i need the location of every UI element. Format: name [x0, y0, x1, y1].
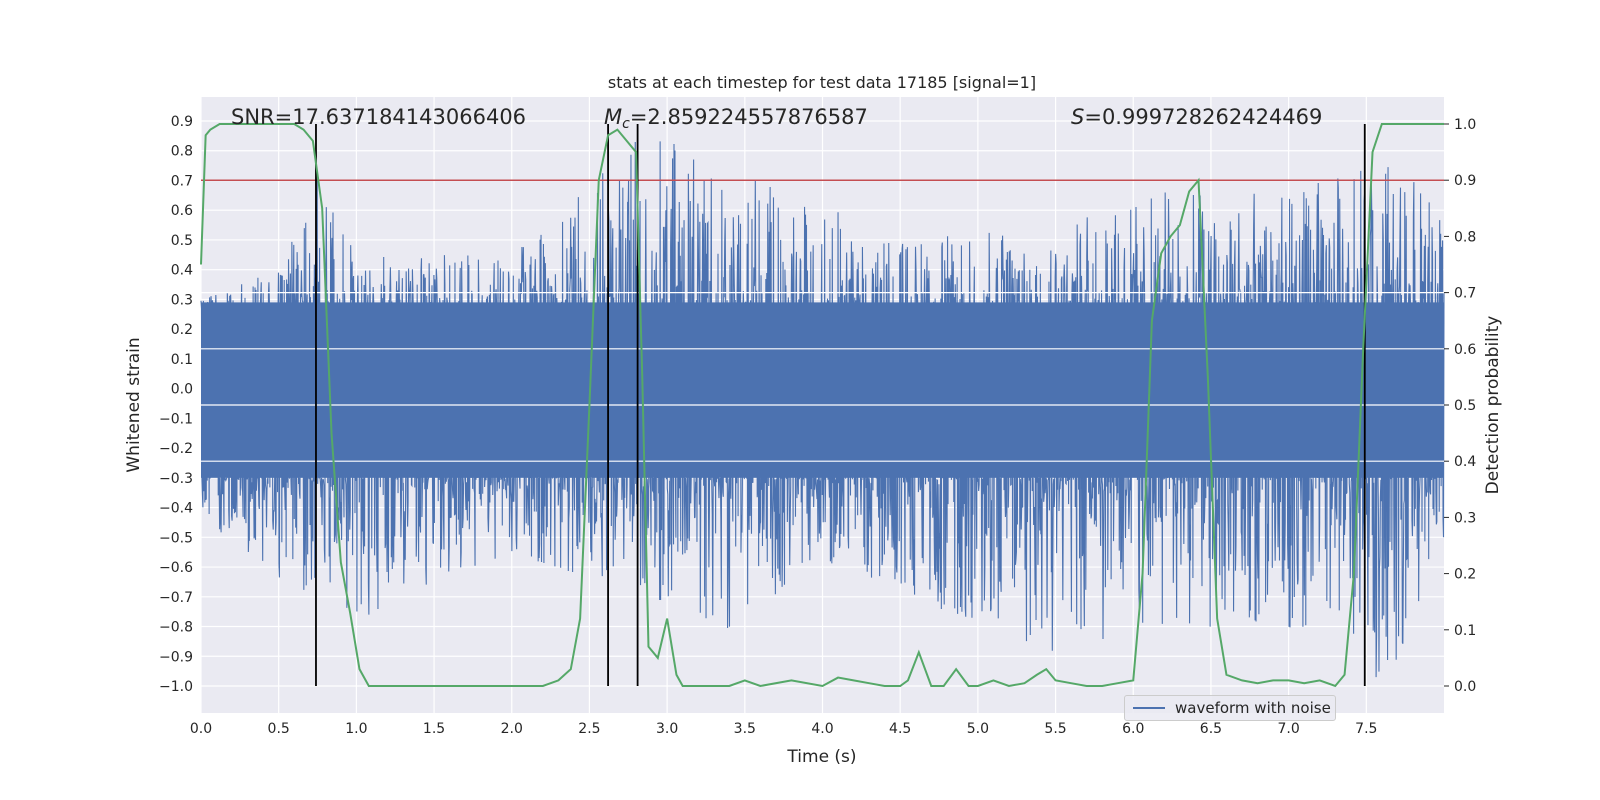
score-annotation: S=0.999728262424469	[1071, 105, 1322, 129]
y-tick-label: 0.4	[171, 263, 193, 279]
probability-series	[200, 123, 1444, 688]
x-tick-label: 4.0	[811, 721, 833, 737]
y-tick-label: −0.3	[159, 471, 193, 487]
y-tick-label: 0.1	[171, 352, 193, 368]
y-right-tick-label: 0.0	[1454, 679, 1476, 695]
legend-swatch-waveform	[1133, 707, 1165, 709]
y-tick-label: 0.0	[171, 382, 193, 398]
y-tick-label: 0.5	[171, 233, 193, 249]
y-tick-label: −0.5	[159, 530, 193, 546]
y-right-tick-label: 0.4	[1454, 454, 1476, 470]
x-tick-label: 0.0	[190, 721, 212, 737]
tick-labels: 0.0 0.5 1.0 1.5 2.0 2.5 3.0 3.5 4.0 4.5 5.0 5.5 6.0 6…	[159, 114, 1476, 737]
x-tick-label: 5.0	[967, 721, 989, 737]
x-axis-label: Time (s)	[786, 747, 856, 767]
y-tick-label: −0.4	[159, 501, 193, 517]
y-right-tick-label: 0.8	[1454, 229, 1476, 245]
y-tick-label: −0.6	[159, 560, 193, 576]
y-tick-label: 0.3	[171, 292, 193, 308]
y-tick-label: 0.7	[171, 173, 193, 189]
chirp-mass-symbol: M	[604, 105, 622, 129]
y-tick-label: −0.9	[159, 649, 193, 665]
chirp-mass-value: =2.859224557876587	[630, 105, 868, 129]
y-tick-label: −0.7	[159, 590, 193, 606]
score-value: =0.999728262424469	[1084, 105, 1322, 129]
legend-label-waveform: waveform with noise	[1175, 699, 1331, 717]
waveform-series	[200, 141, 1445, 678]
y-right-tick-label: 0.6	[1454, 342, 1476, 358]
y-tick-label: −1.0	[159, 679, 193, 695]
y-tick-label: 0.6	[171, 203, 193, 219]
legend: waveform with noise	[1124, 695, 1336, 721]
x-tick-label: 2.0	[501, 721, 523, 737]
y-right-tick-label: 0.1	[1454, 623, 1476, 639]
y-right-tick-label: 0.9	[1454, 173, 1476, 189]
y-right-tick-label: 1.0	[1454, 117, 1476, 133]
snr-annotation: SNR=17.637184143066406	[231, 105, 526, 129]
chirp-mass-subscript: c	[622, 116, 630, 132]
x-tick-label: 3.5	[734, 721, 756, 737]
waveform-core-band	[201, 302, 1444, 478]
x-tick-label: 0.5	[268, 721, 290, 737]
y-right-tick-label: 0.7	[1454, 286, 1476, 302]
y-tick-label: 0.9	[171, 114, 193, 130]
x-tick-label: 1.0	[345, 721, 367, 737]
y-axis-right-label: Detection probability	[1483, 316, 1503, 495]
y-right-tick-label: 0.5	[1454, 398, 1476, 414]
x-tick-label: 5.5	[1044, 721, 1066, 737]
chart-title: stats at each timestep for test data 171…	[608, 73, 1036, 92]
x-tick-label: 1.5	[423, 721, 445, 737]
score-symbol: S	[1071, 105, 1084, 129]
x-tick-label: 2.5	[578, 721, 600, 737]
y-tick-label: −0.1	[159, 411, 193, 427]
y-tick-label: 0.8	[171, 144, 193, 160]
overlay-lines	[201, 124, 1444, 686]
y-tick-label: 0.2	[171, 322, 193, 338]
x-tick-label: 4.5	[889, 721, 911, 737]
y-right-tick-label: 0.3	[1454, 510, 1476, 526]
y-right-tick-label: 0.2	[1454, 567, 1476, 583]
x-tick-label: 7.5	[1355, 721, 1377, 737]
x-tick-label: 3.0	[656, 721, 678, 737]
x-tick-label: 6.5	[1200, 721, 1222, 737]
y-tick-label: −0.8	[159, 620, 193, 636]
x-tick-label: 7.0	[1277, 721, 1299, 737]
chirp-mass-annotation: Mc=2.859224557876587	[604, 105, 868, 132]
y-tick-label: −0.2	[159, 441, 193, 457]
x-tick-label: 6.0	[1122, 721, 1144, 737]
detection-probability-line	[200, 123, 1444, 688]
y-axis-label: Whitened strain	[124, 337, 144, 472]
